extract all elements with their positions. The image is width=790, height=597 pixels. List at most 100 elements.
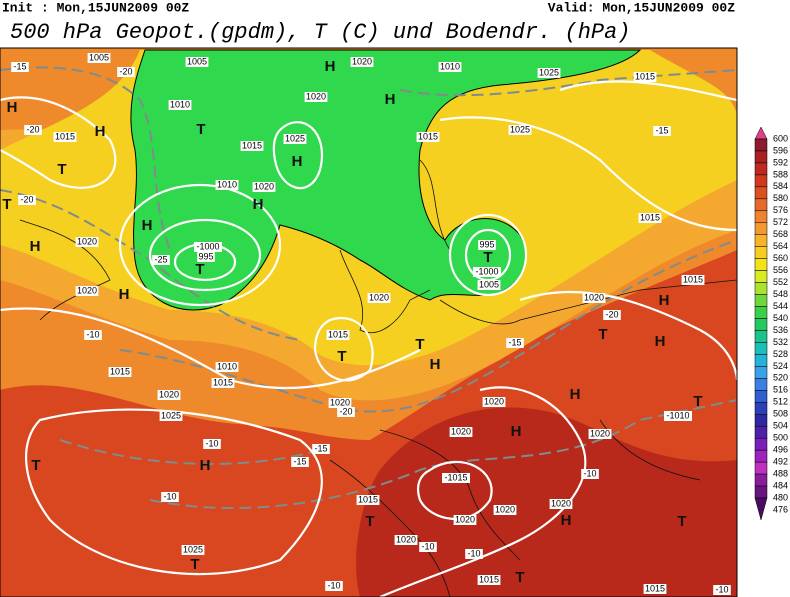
label-box — [537, 68, 561, 78]
colorbar-swatch — [754, 198, 768, 212]
pressure-center: T — [365, 513, 374, 530]
colorbar-label: 532 — [773, 337, 788, 347]
contour-label: 1020 — [455, 514, 475, 524]
label-box — [633, 72, 657, 82]
label-box — [252, 182, 276, 192]
contour-label: 1020 — [254, 181, 274, 191]
contour-label: 1010 — [170, 99, 190, 109]
label-box — [326, 330, 350, 340]
label-box — [240, 141, 264, 151]
contour-label: -15 — [293, 456, 306, 466]
contour-label: -15 — [314, 443, 327, 453]
contour-label: 1020 — [396, 534, 416, 544]
contour-label: -10 — [715, 584, 728, 594]
colorbar-cap — [754, 126, 768, 140]
contour-label: 995 — [198, 251, 213, 261]
pressure-center: T — [31, 457, 40, 474]
label-box — [713, 585, 731, 595]
contour-label: 1020 — [352, 56, 372, 66]
label-box — [215, 180, 239, 190]
colorbar-label: 480 — [773, 492, 788, 502]
contour-label: 1015 — [358, 494, 378, 504]
colorbar-label: 512 — [773, 397, 788, 407]
colorbar-swatch — [754, 449, 768, 463]
label-box — [117, 67, 135, 77]
label-box — [482, 397, 506, 407]
label-box — [477, 575, 501, 585]
contour-label: -25 — [154, 254, 167, 264]
contour-label: -15 — [13, 61, 26, 71]
pressure-center: H — [659, 292, 670, 309]
contour-label: 1020 — [330, 397, 350, 407]
contour-label: -10 — [421, 541, 434, 551]
contour-label: 1010 — [440, 61, 460, 71]
colorbar-label: 528 — [773, 349, 788, 359]
colorbar-label: 560 — [773, 253, 788, 263]
pressure-center: H — [7, 99, 18, 116]
label-box — [291, 457, 309, 467]
map-area: -15 -20 1005 1005 H 1020 1010 1025 1015 H -20 1015 H… — [0, 47, 738, 597]
colorbar-label: 540 — [773, 313, 788, 323]
label-box — [159, 411, 183, 421]
label-box — [419, 542, 437, 552]
contour-label: 1020 — [495, 504, 515, 514]
pressure-center: T — [2, 196, 11, 213]
label-box — [152, 255, 170, 265]
contour-label: -10 — [327, 580, 340, 590]
contour-label: 1020 — [590, 428, 610, 438]
colorbar-label: 568 — [773, 229, 788, 239]
contour-label: 1015 — [110, 366, 130, 376]
colorbar-label: 548 — [773, 289, 788, 299]
colorbar-label: 592 — [773, 157, 788, 167]
colorbar-label: 516 — [773, 385, 788, 395]
contour-label: 1020 — [77, 236, 97, 246]
contour-label: 1010 — [217, 361, 237, 371]
label-box — [581, 469, 599, 479]
label-box — [664, 411, 692, 421]
contour-label: 1015 — [328, 329, 348, 339]
label-box — [367, 293, 391, 303]
colorbar-label: 524 — [773, 361, 788, 371]
label-box — [453, 515, 477, 525]
colorbar-swatch — [754, 425, 768, 439]
colorbar-label: 544 — [773, 301, 788, 311]
label-box — [442, 473, 470, 483]
contour-label: 1015 — [645, 583, 665, 593]
contour-label: 1005 — [187, 56, 207, 66]
pressure-center: T — [598, 326, 607, 343]
init-time: Init : Mon,15JUN2009 00Z — [2, 0, 189, 15]
pressure-center: H — [570, 386, 581, 403]
label-box — [185, 57, 209, 67]
colorbar-swatch — [754, 258, 768, 271]
label-box — [168, 100, 192, 110]
label-box — [84, 330, 102, 340]
label-box — [108, 367, 132, 377]
pressure-center: T — [337, 348, 346, 365]
label-box — [506, 338, 524, 348]
colorbar-swatch — [754, 174, 768, 188]
colorbar-swatch — [754, 318, 768, 331]
colorbar-swatch — [754, 485, 768, 499]
pressure-center: T — [190, 556, 199, 573]
pressure-center: H — [142, 217, 153, 234]
colorbar-swatch — [754, 150, 768, 164]
colorbar-swatch — [754, 282, 768, 295]
colorbar-swatch — [754, 234, 768, 247]
label-box — [473, 267, 501, 277]
colorbar-label: 580 — [773, 193, 788, 203]
label-box — [283, 134, 307, 144]
contour-label: 1025 — [183, 544, 203, 554]
colorbar-swatch — [754, 390, 768, 403]
colorbar-swatch — [754, 270, 768, 283]
contour-label: -15 — [508, 337, 521, 347]
colorbar-swatch — [754, 138, 768, 152]
contour-label: 1015 — [55, 131, 75, 141]
pressure-center: H — [430, 356, 441, 373]
label-box — [478, 240, 496, 250]
label-box — [157, 390, 181, 400]
colorbar: 600 596 592 588 584 580 576 572 568 564 560 556 552 5… — [754, 126, 788, 521]
colorbar-swatch — [754, 354, 768, 367]
colorbar-label: 476 — [773, 504, 788, 514]
label-box — [24, 125, 42, 135]
label-box — [312, 444, 330, 454]
